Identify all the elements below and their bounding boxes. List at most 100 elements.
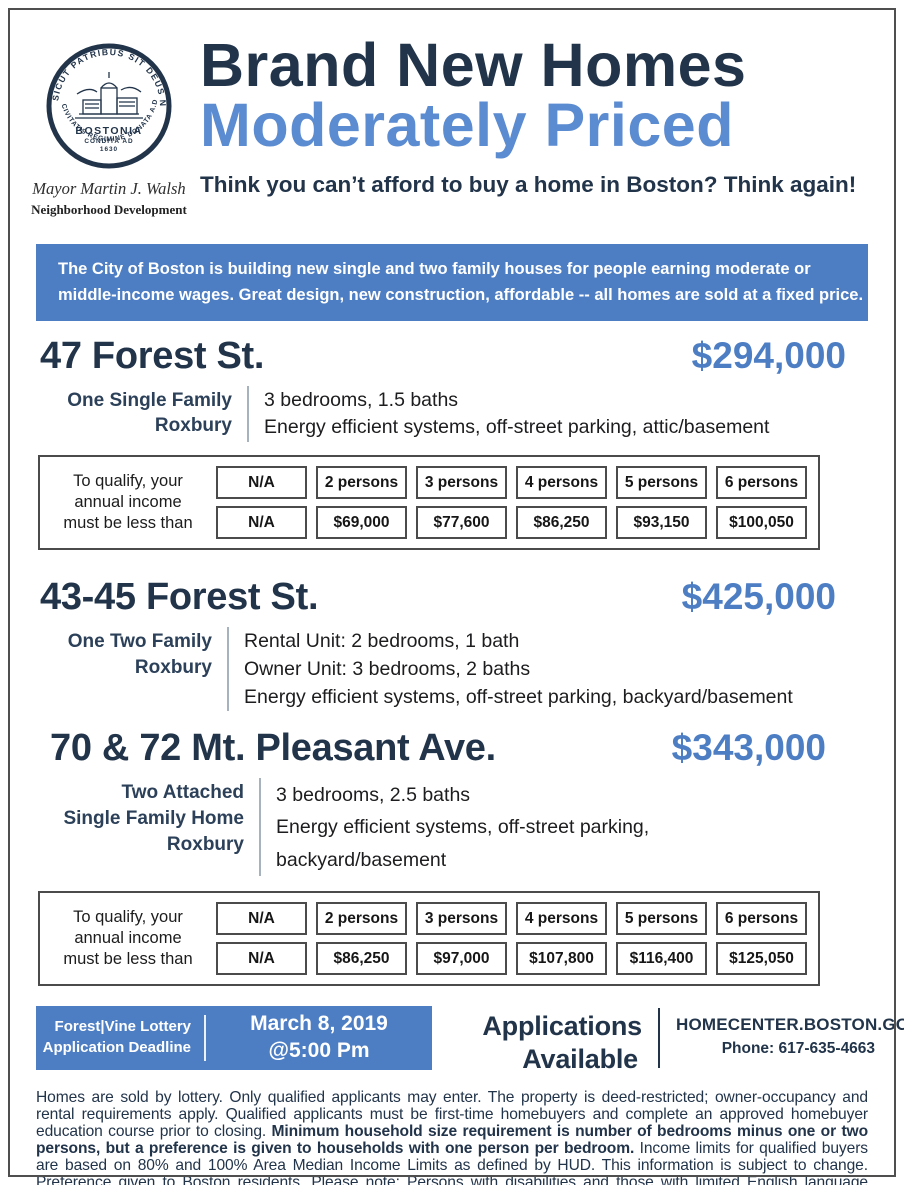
deadline-banner: Forest|Vine Lottery Application Deadline… — [36, 1005, 432, 1070]
listing-details: 3 bedrooms, 1.5 baths Energy efficient s… — [264, 386, 769, 442]
qualify-label-line: annual income — [74, 493, 182, 512]
seal-year: 1630 — [100, 146, 118, 153]
detail-line: 3 bedrooms, 1.5 baths — [264, 388, 459, 411]
type-line: Roxbury — [154, 415, 232, 437]
listing-type: One Two Family Roxbury — [36, 627, 212, 711]
type-divider — [227, 627, 229, 712]
listing-2-body: One Two Family Roxbury Rental Unit: 2 be… — [36, 627, 868, 712]
type-divider — [247, 385, 249, 443]
qualify-label-line: must be less than — [63, 514, 193, 533]
listing-price: $425,000 — [681, 576, 836, 618]
legal-part1: Homes are sold by lottery. Only qualifie… — [36, 1088, 868, 1140]
mayor-name: Mayor Martin J. Walsh — [32, 179, 186, 198]
detail-line: Owner Unit: 3 bedrooms, 2 baths — [244, 657, 531, 680]
income-value-cell: $77,600 — [416, 506, 507, 540]
listing-address: 70 & 72 Mt. Pleasant Ave. — [50, 727, 496, 770]
detail-line: Energy efficient systems, off-street par… — [244, 685, 793, 708]
listing-type: One Single Family Roxbury — [36, 386, 232, 442]
income-header-cell: 3 persons — [416, 901, 507, 935]
income-header-cell: 5 persons — [616, 466, 707, 500]
contact-block: HOMECENTER.BOSTON.GOV Phone: 617-635-466… — [676, 1006, 904, 1058]
income-value-cell: $97,000 — [416, 941, 507, 975]
intro-banner: The City of Boston is building new singl… — [36, 244, 868, 321]
listing-1-head: 47 Forest St. $294,000 — [40, 335, 868, 378]
deadline-date-line1: March 8, 2019 — [250, 1012, 388, 1036]
detail-line: Rental Unit: 2 bedrooms, 1 bath — [244, 630, 520, 653]
income-value-cell: N/A — [216, 941, 307, 975]
listing-price: $343,000 — [671, 727, 826, 769]
income-value-cell: $125,050 — [716, 941, 807, 975]
banner-line2: middle-income wages. Great design, new c… — [58, 286, 864, 305]
listing-3-head: 70 & 72 Mt. Pleasant Ave. $343,000 — [40, 727, 868, 770]
income-value-cell: $69,000 — [316, 506, 407, 540]
income-cells: N/A 2 persons 3 persons 4 persons 5 pers… — [216, 901, 807, 975]
listing-type: Two Attached Single Family Home Roxbury — [36, 778, 244, 876]
deadline-label-line2: Application Deadline — [42, 1038, 191, 1056]
phone-text: Phone: 617-635-4663 — [721, 1039, 876, 1057]
income-header-cell: 3 persons — [416, 466, 507, 500]
qualify-label: To qualify, your annual income must be l… — [51, 466, 205, 539]
income-header-cell: 6 persons — [716, 466, 807, 500]
seal-block: SICUT PATRIBUS SIT DEUS NOBIS CIVITATIS … — [30, 42, 188, 218]
title-block: Brand New Homes Moderately Priced Think … — [188, 31, 868, 218]
income-value-cell: $116,400 — [616, 941, 707, 975]
qualify-label-line: annual income — [74, 928, 182, 947]
income-header-cell: 2 persons — [316, 466, 407, 500]
qualify-label-line: To qualify, your — [73, 471, 183, 490]
income-table-1: To qualify, your annual income must be l… — [38, 455, 820, 551]
detail-line: 3 bedrooms, 2.5 baths — [276, 784, 471, 807]
qualify-label-line: To qualify, your — [73, 907, 183, 926]
legal-text: Homes are sold by lottery. Only qualifie… — [36, 1089, 868, 1185]
listing-details: Rental Unit: 2 bedrooms, 1 bath Owner Un… — [244, 627, 793, 711]
income-header-cell: 4 persons — [516, 466, 607, 500]
income-header-cell: 4 persons — [516, 901, 607, 935]
income-value-cell: $86,250 — [516, 506, 607, 540]
page-title-line2: Moderately Priced — [200, 90, 734, 159]
legal-part2: Income limits for qualified buyers are b… — [36, 1140, 868, 1185]
income-cells: N/A 2 persons 3 persons 4 persons 5 pers… — [216, 466, 807, 540]
page-title-line1: Brand New Homes — [200, 31, 747, 99]
type-line: Roxbury — [134, 656, 212, 678]
income-header-cell: N/A — [216, 901, 307, 935]
deadline-divider — [204, 1014, 206, 1061]
listing-2-head: 43-45 Forest St. $425,000 — [40, 576, 868, 619]
deadline-date: March 8, 2019 @5:00 Pm — [206, 1011, 432, 1064]
income-value-cell: $93,150 — [616, 506, 707, 540]
applications-line1: Applications — [482, 1010, 642, 1041]
income-value-cell: $107,800 — [516, 941, 607, 975]
deadline-label: Forest|Vine Lottery Application Deadline — [36, 1017, 204, 1058]
dept-name: Neighborhood Development — [31, 202, 187, 217]
income-table-2: To qualify, your annual income must be l… — [38, 890, 820, 986]
header: SICUT PATRIBUS SIT DEUS NOBIS CIVITATIS … — [0, 0, 904, 218]
type-line: Two Attached — [121, 782, 244, 804]
listing-1-body: One Single Family Roxbury 3 bedrooms, 1.… — [36, 385, 868, 443]
detail-line: Energy efficient systems, off-street par… — [276, 816, 650, 839]
deadline-date-line2: @5:00 Pm — [268, 1038, 370, 1062]
income-header-cell: 2 persons — [316, 901, 407, 935]
applications-heading: Applications Available — [450, 1006, 642, 1076]
income-header-cell: 6 persons — [716, 901, 807, 935]
listing-price: $294,000 — [691, 334, 846, 376]
income-value-cell: $86,250 — [316, 941, 407, 975]
detail-line: Energy efficient systems, off-street par… — [264, 416, 770, 439]
income-value-cell: $100,050 — [716, 506, 807, 540]
qualify-label-line: must be less than — [63, 949, 193, 968]
seal-skyline-icon — [75, 72, 143, 119]
legal-bold: Minimum household size requirement is nu… — [36, 1122, 868, 1158]
type-line: One Two Family — [67, 631, 212, 653]
qualify-label: To qualify, your annual income must be l… — [51, 902, 205, 975]
website-text: HOMECENTER.BOSTON.GOV — [676, 1014, 904, 1034]
listing-details: 3 bedrooms, 2.5 baths Energy efficient s… — [276, 778, 649, 876]
listing-address: 47 Forest St. — [40, 334, 265, 377]
seal-name: BOSTONIA — [75, 125, 142, 137]
seal-condita: CONDITA AD — [84, 138, 133, 145]
income-header-cell: 5 persons — [616, 901, 707, 935]
type-line: Single Family Home — [63, 807, 244, 829]
contact-divider — [658, 1007, 660, 1068]
type-divider — [259, 778, 261, 876]
boston-seal-icon: SICUT PATRIBUS SIT DEUS NOBIS CIVITATIS … — [45, 42, 172, 169]
income-header-cell: N/A — [216, 466, 307, 500]
detail-line: backyard/basement — [276, 848, 447, 871]
deadline-label-line1: Forest|Vine Lottery — [54, 1018, 191, 1036]
